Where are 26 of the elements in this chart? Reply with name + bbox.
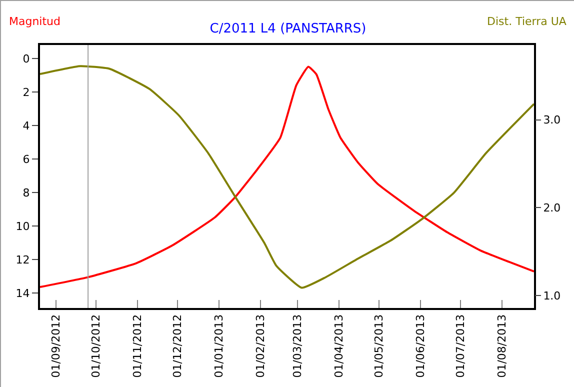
x-tick-label: 01/12/2012 (171, 314, 184, 378)
y2-tick-label: 1.0 (543, 290, 561, 303)
y-tick-label: 8 (22, 186, 30, 200)
y-tick-label: 10 (16, 220, 30, 233)
x-tick-label: 01/02/2013 (254, 314, 267, 378)
x-tick-label: 01/11/2012 (131, 314, 144, 378)
x-tick-label: 01/05/2013 (372, 314, 386, 378)
x-tick-label: 01/06/2013 (414, 314, 428, 378)
x-tick-label: 01/09/2012 (50, 314, 63, 378)
y2-tick-label: 3.0 (543, 114, 561, 127)
y2-tick-label: 2.0 (543, 202, 561, 215)
x-tick-label: 01/01/2013 (212, 314, 226, 378)
y-tick-label: 4 (22, 119, 30, 132)
x-tick-label: 01/10/2012 (90, 314, 103, 378)
x-tick-label: 01/04/2013 (332, 314, 346, 378)
y-tick-label: 12 (16, 253, 30, 266)
chart-title: C/2011 L4 (PANSTARRS) (210, 22, 366, 37)
y2-axis-title: Dist. Tierra UA (487, 15, 567, 28)
y-tick-label: 2 (22, 86, 30, 99)
y-axis-title: Magnitud (9, 15, 61, 28)
y-tick-label: 6 (22, 152, 30, 166)
x-tick-label: 01/03/2013 (291, 314, 304, 378)
x-tick-label: 01/07/2013 (454, 314, 468, 378)
y-tick-label: 14 (16, 286, 30, 300)
x-tick-label: 01/08/2013 (496, 314, 509, 378)
y-tick-label: 0 (22, 52, 30, 66)
